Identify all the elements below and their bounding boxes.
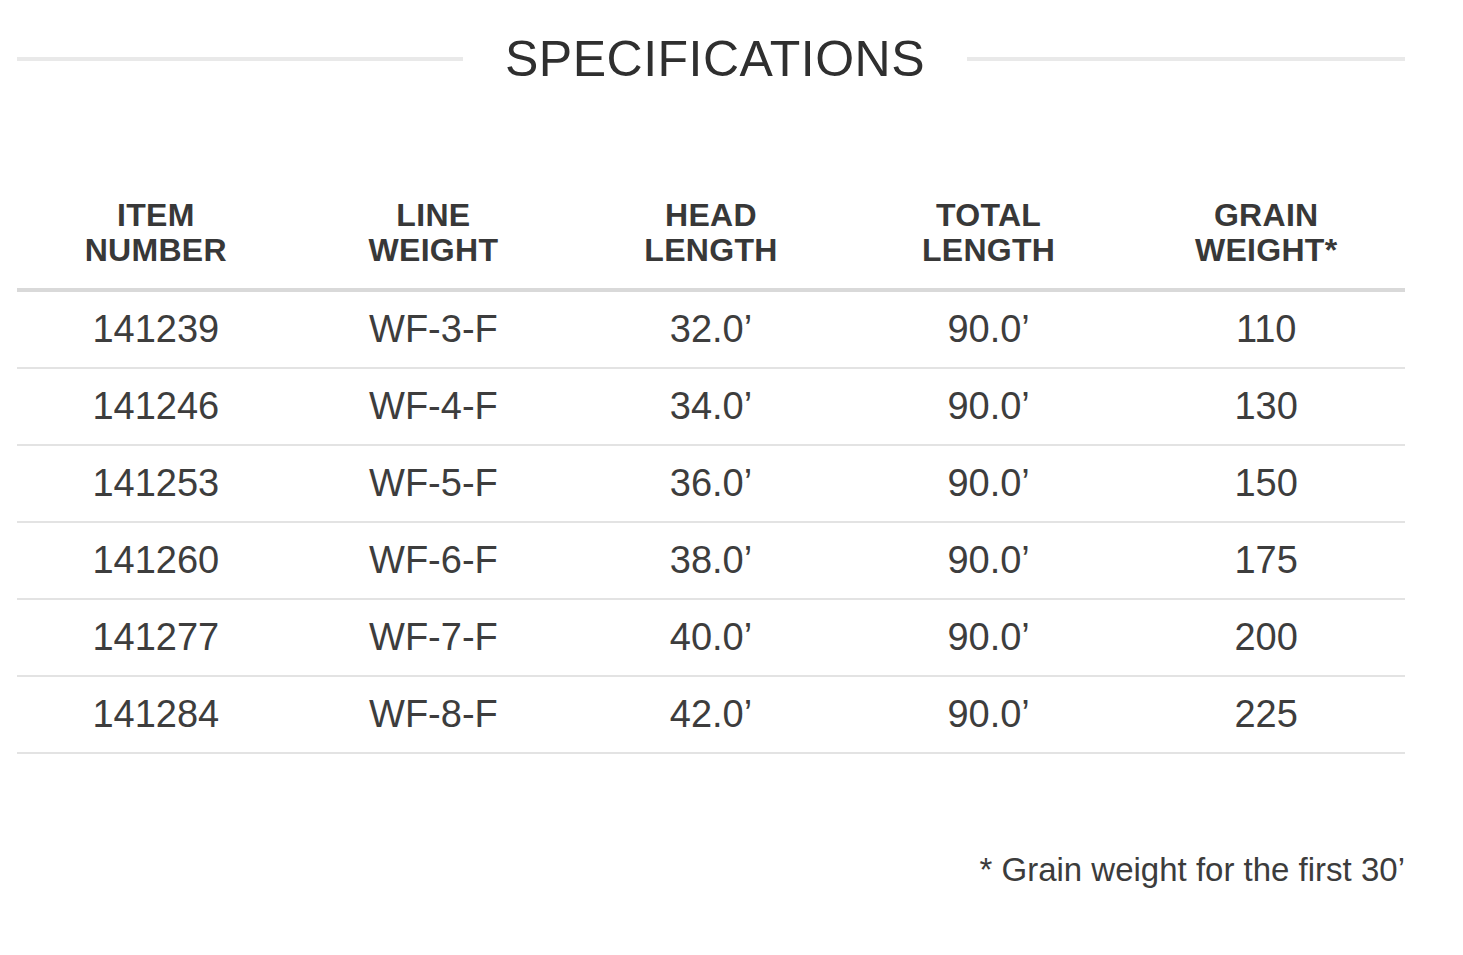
cell-line-weight: WF-3-F [295, 290, 573, 368]
column-header-head-length: HEAD LENGTH [572, 88, 850, 290]
cell-grain-weight: 110 [1127, 290, 1405, 368]
table-row: 141239 WF-3-F 32.0’ 90.0’ 110 [17, 290, 1405, 368]
footnote: * Grain weight for the first 30’ [17, 850, 1405, 890]
cell-grain-weight: 225 [1127, 676, 1405, 753]
cell-total-length: 90.0’ [850, 445, 1128, 522]
column-header-item-number: ITEM NUMBER [17, 88, 295, 290]
cell-item-number: 141260 [17, 522, 295, 599]
cell-grain-weight: 175 [1127, 522, 1405, 599]
cell-grain-weight: 150 [1127, 445, 1405, 522]
cell-total-length: 90.0’ [850, 368, 1128, 445]
cell-item-number: 141246 [17, 368, 295, 445]
cell-item-number: 141239 [17, 290, 295, 368]
header-row: ITEM NUMBER LINE WEIGHT HEAD LENGTH TOTA… [17, 88, 1405, 290]
cell-head-length: 34.0’ [572, 368, 850, 445]
cell-total-length: 90.0’ [850, 676, 1128, 753]
cell-grain-weight: 130 [1127, 368, 1405, 445]
cell-head-length: 36.0’ [572, 445, 850, 522]
table-row: 141284 WF-8-F 42.0’ 90.0’ 225 [17, 676, 1405, 753]
column-header-grain-weight: GRAIN WEIGHT* [1127, 88, 1405, 290]
cell-total-length: 90.0’ [850, 290, 1128, 368]
title-rule-left [17, 57, 463, 61]
title-rule-right [967, 57, 1405, 61]
cell-item-number: 141253 [17, 445, 295, 522]
table-row: 141253 WF-5-F 36.0’ 90.0’ 150 [17, 445, 1405, 522]
specifications-section: SPECIFICATIONS ITEM NUMBER LINE WEIGHT H… [0, 0, 1463, 955]
cell-head-length: 40.0’ [572, 599, 850, 676]
table-row: 141260 WF-6-F 38.0’ 90.0’ 175 [17, 522, 1405, 599]
section-title-row: SPECIFICATIONS [0, 0, 1463, 88]
cell-item-number: 141284 [17, 676, 295, 753]
cell-item-number: 141277 [17, 599, 295, 676]
cell-line-weight: WF-5-F [295, 445, 573, 522]
cell-grain-weight: 200 [1127, 599, 1405, 676]
table-row: 141277 WF-7-F 40.0’ 90.0’ 200 [17, 599, 1405, 676]
table-row: 141246 WF-4-F 34.0’ 90.0’ 130 [17, 368, 1405, 445]
cell-head-length: 38.0’ [572, 522, 850, 599]
column-header-line-weight: LINE WEIGHT [295, 88, 573, 290]
cell-total-length: 90.0’ [850, 599, 1128, 676]
cell-line-weight: WF-4-F [295, 368, 573, 445]
cell-line-weight: WF-6-F [295, 522, 573, 599]
cell-total-length: 90.0’ [850, 522, 1128, 599]
cell-line-weight: WF-7-F [295, 599, 573, 676]
cell-head-length: 42.0’ [572, 676, 850, 753]
cell-line-weight: WF-8-F [295, 676, 573, 753]
cell-head-length: 32.0’ [572, 290, 850, 368]
section-title: SPECIFICATIONS [505, 31, 925, 87]
specifications-table: ITEM NUMBER LINE WEIGHT HEAD LENGTH TOTA… [17, 88, 1405, 754]
column-header-total-length: TOTAL LENGTH [850, 88, 1128, 290]
